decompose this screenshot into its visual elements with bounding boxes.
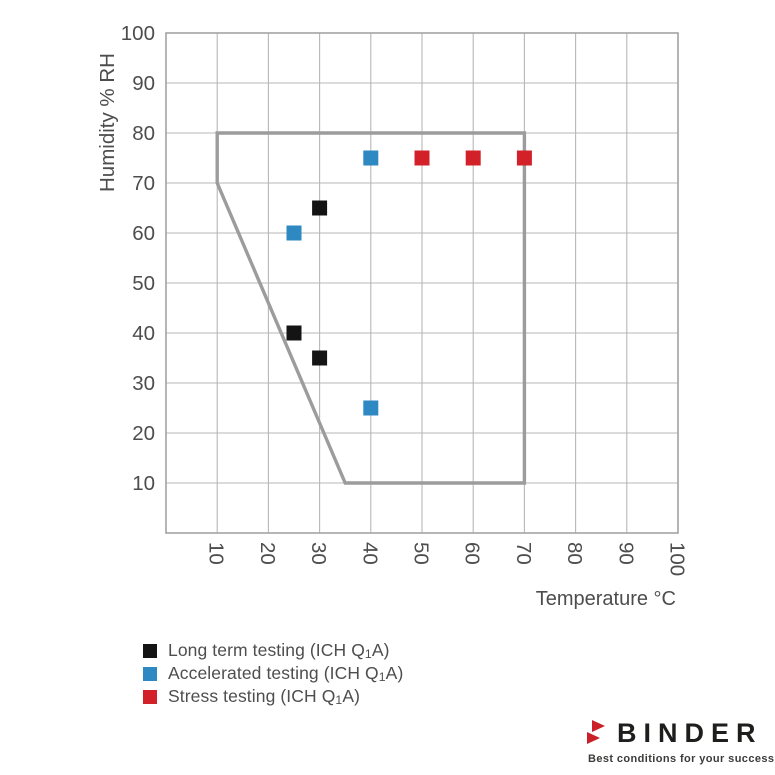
legend-item-stress-testing: Stress testing (ICH Q1A) bbox=[143, 686, 403, 707]
x-tick-label: 70 bbox=[512, 542, 535, 565]
data-point-long-term-testing-ich-q1a bbox=[312, 200, 328, 216]
binder-logo-mark-icon bbox=[586, 717, 610, 745]
data-point-accelerated-testing-ich-q1a bbox=[286, 225, 302, 241]
series-long-term-testing-ich-q1a bbox=[286, 200, 328, 366]
y-axis-label: Humidity % RH bbox=[96, 53, 119, 192]
legend-swatch-stress bbox=[143, 690, 157, 704]
y-tick-labels: 10 20 30 40 50 60 70 80 90 100 bbox=[121, 22, 155, 495]
binder-logo-top: BINDER bbox=[586, 717, 774, 747]
x-tick-label: 10 bbox=[205, 542, 228, 565]
binder-logo: BINDER Best conditions for your success bbox=[586, 717, 774, 765]
grid-lines bbox=[166, 32, 679, 533]
data-point-stress-testing-ich-q1a bbox=[414, 150, 430, 166]
x-tick-label: 90 bbox=[614, 542, 637, 565]
plot-border bbox=[165, 32, 679, 534]
y-tick-label: 10 bbox=[132, 472, 155, 495]
data-point-stress-testing-ich-q1a bbox=[516, 150, 532, 166]
brand-tagline: Best conditions for your success bbox=[588, 753, 775, 765]
x-tick-label: 20 bbox=[256, 542, 279, 565]
brand-name: BINDER bbox=[617, 718, 763, 748]
data-point-long-term-testing-ich-q1a bbox=[286, 325, 302, 341]
chart-legend: Long term testing (ICH Q1A) Accelerated … bbox=[143, 640, 404, 707]
y-tick-label: 20 bbox=[132, 422, 155, 445]
y-tick-label: 30 bbox=[132, 372, 155, 395]
y-tick-label: 60 bbox=[132, 222, 155, 245]
y-tick-label: 90 bbox=[132, 72, 155, 95]
chamber-operating-range bbox=[215, 131, 527, 485]
series-stress-testing-ich-q1a bbox=[414, 150, 532, 166]
legend-item-accelerated-testing: Accelerated testing (ICH Q1A) bbox=[143, 663, 404, 684]
data-point-accelerated-testing-ich-q1a bbox=[363, 400, 379, 416]
x-tick-labels: 10 20 30 40 50 60 70 80 90 100 bbox=[205, 542, 689, 576]
data-point-stress-testing-ich-q1a bbox=[465, 150, 481, 166]
legend-label-long-term: Long term testing (ICH Q1A) bbox=[168, 640, 390, 661]
y-tick-label: 70 bbox=[132, 172, 155, 195]
logo-triangle-icon bbox=[592, 720, 605, 732]
x-tick-label: 40 bbox=[358, 542, 381, 565]
x-axis-label: Temperature °C bbox=[536, 588, 676, 610]
y-tick-label: 40 bbox=[132, 322, 155, 345]
legend-label-accelerated: Accelerated testing (ICH Q1A) bbox=[168, 663, 404, 684]
y-tick-label: 80 bbox=[132, 122, 155, 145]
series-accelerated-testing-ich-q1a bbox=[286, 150, 379, 416]
y-tick-label: 100 bbox=[121, 22, 155, 45]
x-tick-label: 80 bbox=[563, 542, 586, 565]
legend-label-stress: Stress testing (ICH Q1A) bbox=[168, 686, 361, 707]
logo-triangle-icon bbox=[587, 732, 600, 744]
x-tick-label: 100 bbox=[666, 542, 689, 576]
x-tick-label: 60 bbox=[461, 542, 484, 565]
y-tick-label: 50 bbox=[132, 272, 155, 295]
legend-swatch-long-term bbox=[143, 644, 157, 658]
legend-swatch-accelerated bbox=[143, 667, 157, 681]
data-point-accelerated-testing-ich-q1a bbox=[363, 150, 379, 166]
chart-area: 10 20 30 40 50 60 70 80 90 100 10 20 30 40 50 60 70 80 90 1… bbox=[96, 22, 689, 610]
legend-item-long-term-testing: Long term testing (ICH Q1A) bbox=[143, 640, 403, 661]
x-tick-label: 30 bbox=[307, 542, 330, 565]
data-point-long-term-testing-ich-q1a bbox=[312, 350, 328, 366]
x-tick-label: 50 bbox=[410, 542, 433, 565]
